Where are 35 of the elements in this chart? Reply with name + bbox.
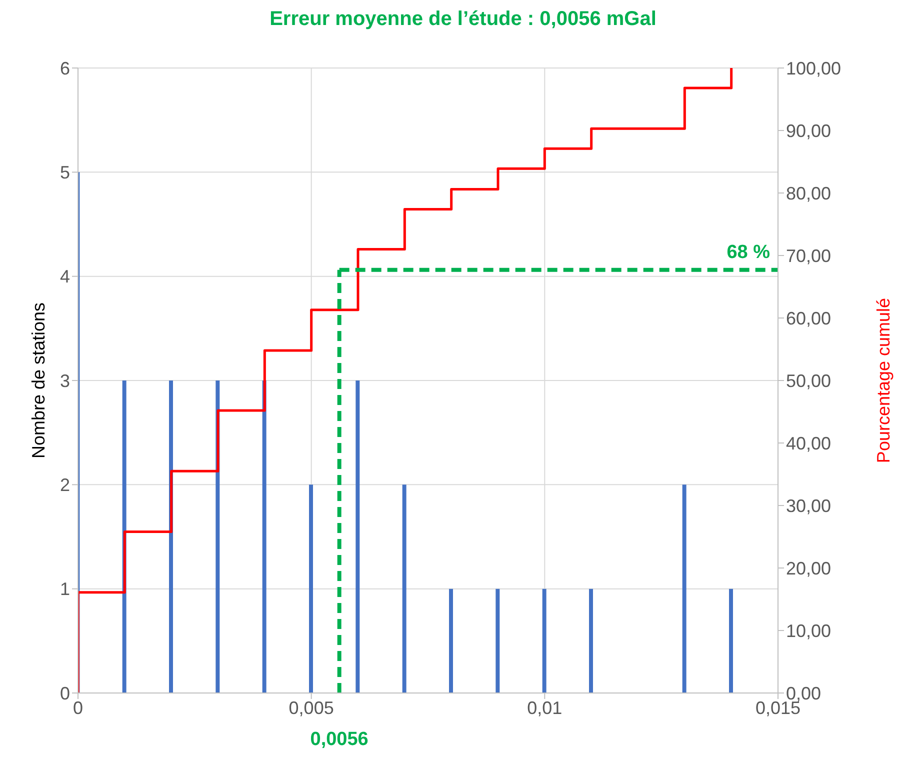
y2-tick-label: 80,00 [786,183,832,204]
y-tick-label: 3 [60,370,70,391]
bar [589,588,593,693]
y2-tick-label: 40,00 [786,433,832,454]
y-axis-title: Nombre de stations [28,302,48,459]
ref-line-label: 0,0056 [310,729,368,750]
y-tick-label: 0 [60,683,70,704]
chart-title: Erreur moyenne de l’étude : 0,0056 mGal [268,8,658,32]
y2-tick-label: 30,00 [786,496,832,516]
y2-tick-label: 70,00 [786,246,832,266]
y-tick-label: 4 [60,266,70,287]
bar [449,588,453,693]
y2-tick-label: 20,00 [786,558,832,578]
y-tick-label: 1 [60,579,70,600]
bar [496,588,500,693]
bar [262,380,266,693]
bar [729,588,733,693]
y2-tick-label: 50,00 [786,370,832,391]
y-tick-label: 2 [60,475,70,496]
y-tick-label: 5 [60,162,70,183]
y-tick-label: 6 [60,58,70,78]
y2-axis-title: Pourcentage cumulé [873,298,894,464]
bar [309,484,313,693]
bar [356,380,360,693]
bar [542,588,546,693]
bar [402,484,406,693]
x-tick-label: 0,005 [288,698,334,718]
x-tick-label: 0,01 [527,698,562,718]
y2-tick-label: 10,00 [786,620,832,641]
x-tick-label: 0 [72,698,84,718]
y2-tick-label: 60,00 [786,308,832,328]
ref-line-label: 68 % [726,242,770,263]
bar [682,484,686,693]
y2-tick-label: 90,00 [786,120,832,141]
y2-tick-label: 100,00 [786,58,842,78]
